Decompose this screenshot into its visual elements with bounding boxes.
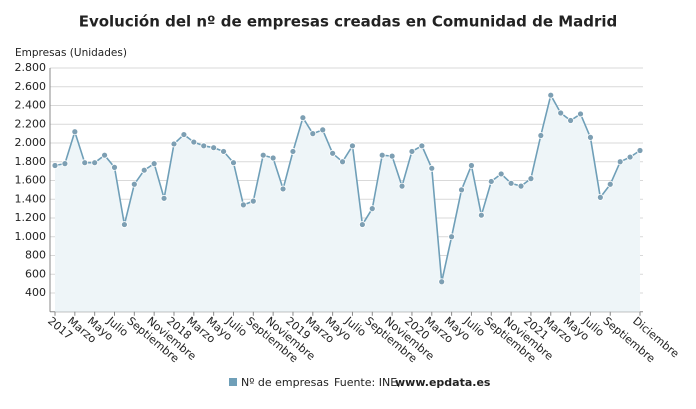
y-tick-label: 2.800 bbox=[15, 61, 47, 74]
y-tick-label: 1.000 bbox=[15, 230, 47, 243]
point bbox=[91, 159, 99, 167]
point bbox=[517, 182, 525, 190]
point bbox=[398, 182, 406, 190]
y-tick-label: 800 bbox=[25, 249, 46, 262]
point bbox=[51, 162, 59, 169]
point bbox=[368, 205, 376, 213]
point bbox=[577, 110, 584, 118]
point bbox=[150, 160, 158, 168]
point bbox=[408, 148, 416, 155]
point bbox=[101, 151, 108, 159]
y-tick-label: 600 bbox=[25, 267, 46, 280]
point bbox=[230, 159, 237, 167]
point bbox=[349, 142, 356, 150]
legend-swatch bbox=[229, 378, 237, 386]
point bbox=[220, 148, 227, 155]
point bbox=[596, 193, 604, 201]
point bbox=[160, 194, 168, 202]
point bbox=[458, 186, 465, 194]
y-tick-label: 1.800 bbox=[15, 155, 47, 168]
y-tick-label: 1.600 bbox=[15, 174, 47, 187]
point bbox=[507, 179, 515, 187]
y-tick-label: 2.000 bbox=[15, 136, 47, 149]
point bbox=[339, 158, 346, 166]
point bbox=[606, 180, 614, 188]
point bbox=[279, 185, 287, 193]
point bbox=[61, 160, 69, 168]
point bbox=[121, 221, 128, 228]
point bbox=[319, 126, 327, 134]
point bbox=[309, 130, 317, 138]
point bbox=[190, 138, 198, 146]
point bbox=[567, 117, 574, 124]
y-tick-label: 1.400 bbox=[15, 192, 47, 205]
point bbox=[587, 133, 594, 141]
point bbox=[329, 149, 337, 157]
chart-title: Evolución del nº de empresas creadas en … bbox=[79, 13, 618, 31]
point bbox=[71, 128, 79, 136]
point bbox=[636, 147, 644, 154]
y-tick-label: 1.200 bbox=[15, 211, 47, 224]
y-axis-title: Empresas (Unidades) bbox=[15, 47, 127, 59]
source-site: www.epdata.es bbox=[395, 376, 491, 389]
point bbox=[626, 153, 634, 161]
y-tick-label: 400 bbox=[25, 286, 46, 299]
point bbox=[428, 164, 436, 172]
point bbox=[418, 142, 426, 150]
point bbox=[448, 233, 456, 241]
y-tick-label: 2.400 bbox=[15, 99, 47, 112]
point bbox=[170, 140, 178, 148]
y-tick-label: 2.600 bbox=[15, 80, 47, 93]
legend-label: Nº de empresas bbox=[241, 376, 329, 389]
point bbox=[269, 154, 277, 162]
point bbox=[140, 166, 148, 174]
plot-area: 400 600 800 1.000 1.200 1.400 1.600 1.800 2.000 2… bbox=[15, 61, 682, 365]
point bbox=[557, 109, 565, 117]
point bbox=[388, 152, 396, 160]
point bbox=[259, 151, 267, 159]
point bbox=[210, 144, 218, 152]
point bbox=[249, 197, 257, 205]
point bbox=[180, 131, 188, 138]
point bbox=[111, 163, 118, 171]
point bbox=[527, 175, 535, 183]
point bbox=[487, 178, 495, 185]
point bbox=[497, 170, 505, 178]
point bbox=[438, 278, 446, 286]
point bbox=[289, 148, 297, 155]
point bbox=[616, 158, 624, 166]
point bbox=[477, 211, 485, 219]
point bbox=[299, 114, 307, 122]
point bbox=[239, 201, 247, 209]
point bbox=[200, 142, 208, 150]
point bbox=[81, 159, 89, 167]
y-tick-label: 2.200 bbox=[15, 117, 47, 130]
point bbox=[378, 151, 386, 159]
point bbox=[468, 162, 475, 169]
point bbox=[358, 221, 366, 228]
point bbox=[547, 91, 555, 99]
point bbox=[130, 180, 138, 188]
source: Fuente: INE, bbox=[334, 376, 401, 389]
area bbox=[55, 95, 640, 312]
point bbox=[537, 132, 545, 139]
